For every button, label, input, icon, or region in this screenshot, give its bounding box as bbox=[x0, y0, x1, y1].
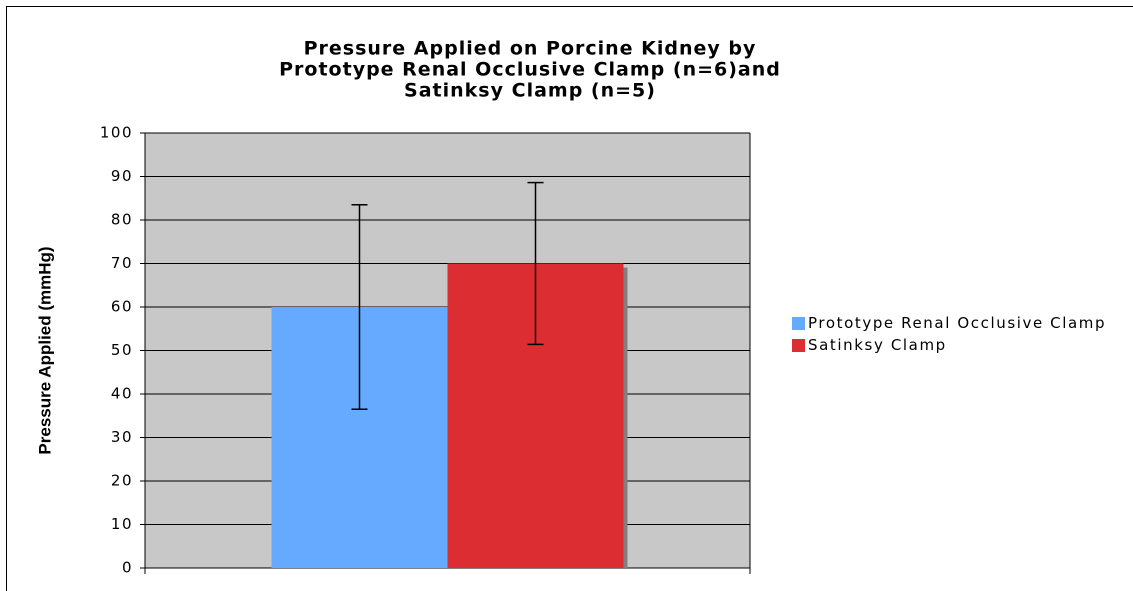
y-tick-label: 70 bbox=[111, 254, 133, 272]
y-tick-label: 60 bbox=[111, 298, 133, 316]
y-tick-label: 30 bbox=[111, 428, 133, 446]
bar-shadow bbox=[623, 267, 628, 568]
legend-swatch bbox=[792, 339, 805, 352]
y-axis-label: Pressure Applied (mmHg) bbox=[35, 246, 54, 454]
legend-label: Satinksy Clamp bbox=[808, 336, 947, 354]
chart-title: Prototype Renal Occlusive Clamp (n=6)and bbox=[279, 59, 781, 81]
y-tick-label: 90 bbox=[111, 167, 133, 185]
y-tick-label: 40 bbox=[111, 385, 133, 403]
legend-label: Prototype Renal Occlusive Clamp bbox=[808, 314, 1107, 332]
chart-title: Pressure Applied on Porcine Kidney by bbox=[304, 38, 757, 60]
y-tick-label: 80 bbox=[111, 211, 133, 229]
y-tick-label: 50 bbox=[111, 341, 133, 359]
y-tick-label: 20 bbox=[111, 472, 133, 490]
y-tick-label: 10 bbox=[111, 515, 133, 533]
chart-title: Satinksy Clamp (n=5) bbox=[404, 80, 656, 102]
y-tick-label: 0 bbox=[122, 559, 133, 577]
y-tick-label: 100 bbox=[100, 124, 133, 142]
legend-swatch bbox=[792, 317, 805, 330]
